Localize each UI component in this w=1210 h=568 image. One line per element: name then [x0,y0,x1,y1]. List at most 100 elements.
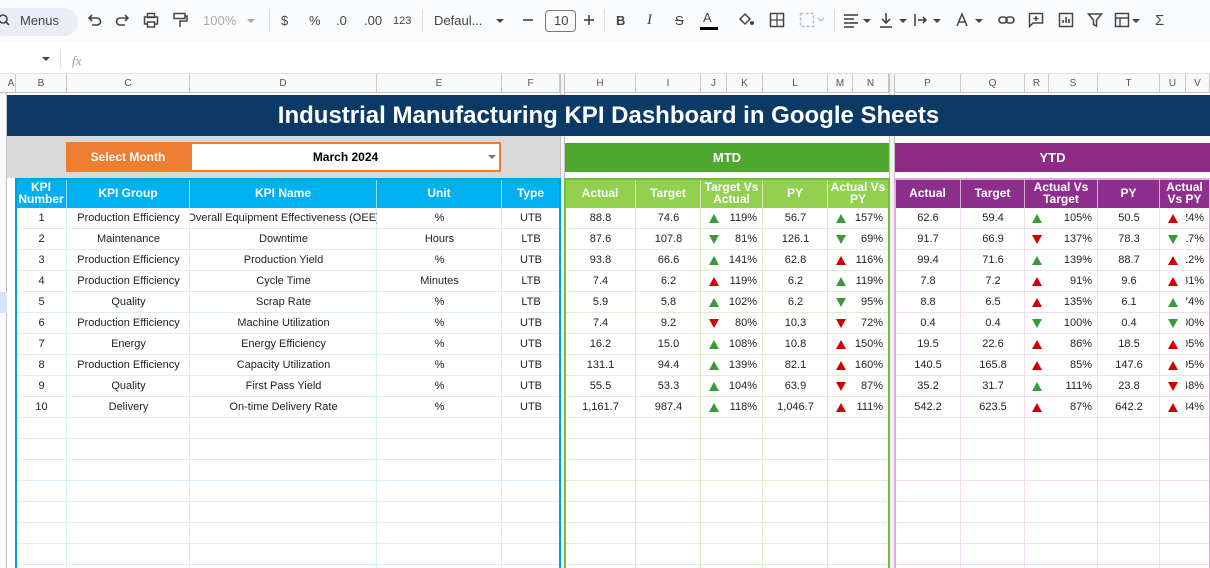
column-header: C [67,74,190,93]
row-line [565,270,889,271]
table-cell: 5.8 [660,295,677,308]
undo-icon[interactable] [86,12,102,28]
wrap-icon[interactable] [913,12,943,28]
month-dropdown[interactable]: March 2024 [190,142,501,172]
text-color-swatch [700,27,718,30]
comment-icon[interactable] [1028,12,1044,28]
redo-icon[interactable] [115,12,131,28]
table-cell: 6.2 [787,274,804,287]
trend-icon [1032,214,1042,223]
table-cell: 140.5 [914,358,942,371]
table-cell: 117% [1186,232,1204,245]
column-header: L [763,74,828,93]
menus-label[interactable]: Menus [20,13,60,28]
table-cell: 7.4 [592,316,609,329]
trend-icon [709,403,719,412]
table-cell: 160% [854,358,883,371]
column-header: M [828,74,853,93]
table-cell: 62.8 [784,253,807,266]
increase-decimal-button[interactable]: .00 [364,13,383,28]
row-line [16,270,560,271]
trend-icon [1032,361,1042,370]
bold-button[interactable]: B [616,13,626,28]
table-cell: 10.3 [784,316,807,329]
table-cell: 87% [1069,400,1092,413]
dropdown-arrow [488,155,496,159]
trend-icon [1168,382,1178,391]
row-line [895,480,1210,481]
table-cell: 94.4 [657,358,680,371]
table-cell: 3 [38,253,45,266]
table-cell: 119% [729,274,757,287]
table-cell: 137% [1063,232,1092,245]
rotate-icon[interactable] [955,12,985,28]
table-cell: 23.8 [1118,379,1140,392]
table-cell: 88.8 [589,211,612,224]
table-cell: 35.2 [917,379,939,392]
table-cell: 119% [855,274,883,287]
strikethrough-button[interactable]: S [675,13,684,28]
row-line [895,543,1210,544]
menus-search[interactable] [0,8,78,36]
table-cell: 9.6 [1121,274,1137,287]
currency-button[interactable]: $ [281,13,289,28]
table-cell: 105% [1063,211,1092,224]
ytd-banner: YTD [895,143,1210,172]
align-icon[interactable] [843,12,873,28]
trend-icon [1032,382,1042,391]
decrease-decimal-button[interactable]: .0 [336,13,347,28]
zoom-select[interactable]: 100% [203,13,237,28]
column-line [635,208,636,568]
paint-format-icon[interactable] [172,12,188,28]
merge-icon[interactable] [799,12,825,28]
font-size-value[interactable]: 10 [554,13,569,28]
print-icon[interactable] [143,12,159,28]
text-color-button[interactable]: A [703,10,712,25]
table-cell: 82.1 [784,358,807,371]
table-cell: 7 [38,337,45,350]
table-cell: 6.5 [985,295,1001,308]
separator [834,10,835,32]
chart-icon[interactable] [1058,12,1074,28]
table-cell: Production Efficiency [77,316,180,329]
valign-icon[interactable] [879,12,909,28]
font-select[interactable]: Defaul... [434,13,483,28]
table-cell: UTB [520,379,542,392]
trend-icon [1032,319,1042,328]
table-cell: % [434,253,445,266]
column-header: Q [961,74,1025,93]
table-cell: 18.5 [1118,337,1140,350]
font-size-box[interactable] [545,10,576,32]
table-cell: 6.1 [1121,295,1137,308]
link-icon[interactable] [998,12,1016,28]
name-box-arrow[interactable] [41,56,51,62]
table-cell: 95% [860,295,883,308]
column-line [501,208,502,568]
functions-button[interactable]: Σ [1155,12,1165,29]
decrease-font-icon[interactable] [521,12,535,28]
table-cell: 50.5 [1118,211,1140,224]
dropdown-arrow [247,19,255,23]
table-cell: Scrap Rate [255,295,312,308]
table-cell: Hours [424,232,455,245]
table-cell: Energy [111,337,146,350]
italic-button[interactable]: I [647,12,652,28]
filter-views-icon[interactable] [1114,12,1142,28]
toolbar [0,0,1210,42]
row-line [565,417,889,418]
table-cell: UTB [520,400,542,413]
fill-color-icon[interactable] [737,12,755,28]
table-cell: 56.7 [784,211,807,224]
percent-button[interactable]: % [309,13,321,28]
borders-icon[interactable] [769,12,785,28]
increase-font-icon[interactable] [582,12,596,28]
row-line [565,543,889,544]
filter-icon[interactable] [1087,12,1103,28]
number-format-button[interactable]: 123 [393,15,412,27]
column-header: R [1025,74,1049,93]
table-header: KPI Name [190,178,377,208]
table-cell: 100% [1063,316,1092,329]
table-cell: 0.4 [920,316,936,329]
column-header-strip [0,74,1210,93]
table-cell: 88.7 [1118,253,1140,266]
